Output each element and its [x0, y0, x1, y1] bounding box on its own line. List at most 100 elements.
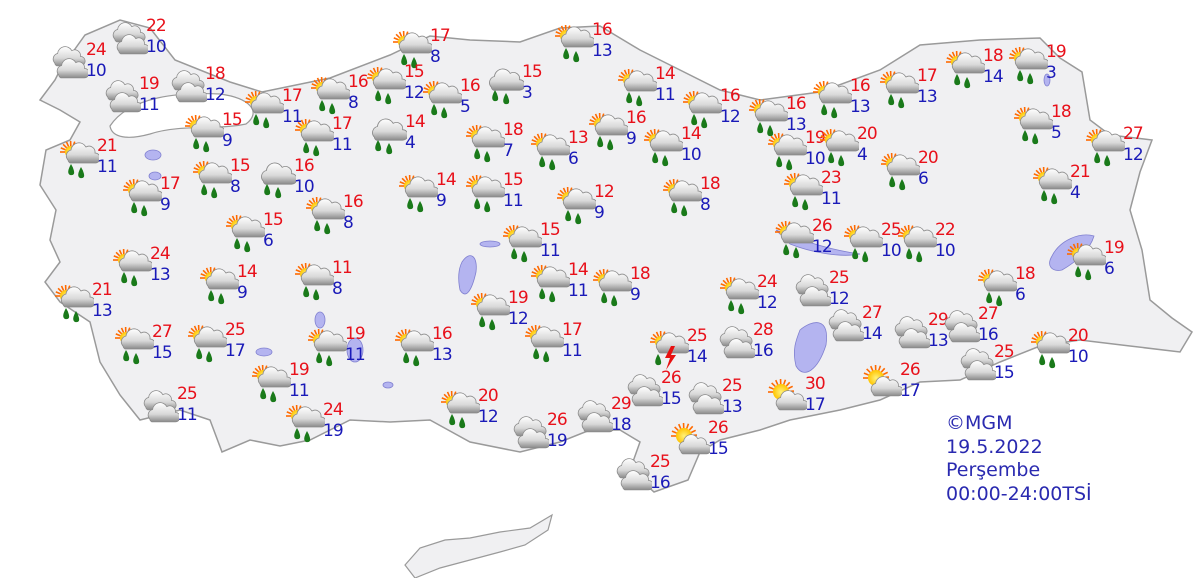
partly-cloudy-rain-icon — [295, 118, 334, 157]
station-forecast: 27 15 — [114, 322, 194, 372]
cloudy-icon — [105, 80, 141, 113]
max-temperature: 14 — [237, 262, 258, 282]
max-temperature: 19 — [805, 128, 826, 148]
station-forecast: 27 16 — [940, 304, 1020, 354]
max-temperature: 16 — [720, 86, 741, 106]
min-temperature: 11 — [177, 405, 198, 425]
station-forecast: 17 11 — [524, 320, 604, 370]
min-temperature: 13 — [722, 397, 743, 417]
min-temperature: 10 — [146, 37, 167, 57]
max-temperature: 26 — [547, 410, 568, 430]
min-temperature: 8 — [343, 213, 354, 233]
max-temperature: 16 — [626, 108, 647, 128]
station-forecast: 18 8 — [662, 174, 742, 224]
cloudy-icon — [52, 46, 88, 79]
min-temperature: 7 — [503, 141, 514, 161]
min-temperature: 13 — [786, 115, 807, 135]
min-temperature: 10 — [805, 149, 826, 169]
min-temperature: 11 — [97, 157, 118, 177]
partly-cloudy-rain-icon — [1031, 330, 1070, 369]
station-forecast: 16 8 — [305, 192, 385, 242]
min-temperature: 9 — [436, 191, 447, 211]
partly-cloudy-rain-icon — [113, 248, 152, 287]
min-temperature: 10 — [1068, 347, 1089, 367]
min-temperature: 19 — [547, 431, 568, 451]
min-temperature: 9 — [630, 285, 641, 305]
station-forecast: 15 6 — [225, 210, 305, 260]
min-temperature: 15 — [152, 343, 173, 363]
min-temperature: 3 — [1046, 63, 1057, 83]
partly-cloudy-rain-icon — [946, 50, 985, 89]
min-temperature: 17 — [805, 395, 826, 415]
min-temperature: 17 — [225, 341, 246, 361]
cloudy-rain-icon — [261, 162, 296, 199]
station-forecast: 20 12 — [440, 386, 520, 436]
partly-cloudy-rain-icon — [1033, 166, 1072, 205]
station-forecast: 24 19 — [285, 400, 365, 450]
station-forecast: 16 13 — [748, 94, 828, 144]
max-temperature: 17 — [562, 320, 583, 340]
partly-cloudy-rain-icon — [775, 220, 814, 259]
partly-cloudy-rain-icon — [768, 132, 807, 171]
max-temperature: 18 — [630, 264, 651, 284]
min-temperature: 12 — [205, 85, 226, 105]
max-temperature: 14 — [655, 64, 676, 84]
min-temperature: 9 — [237, 283, 248, 303]
min-temperature: 10 — [294, 177, 315, 197]
min-temperature: 4 — [857, 145, 868, 165]
max-temperature: 19 — [289, 360, 310, 380]
station-forecast: 16 9 — [588, 108, 668, 158]
min-temperature: 8 — [430, 47, 441, 67]
station-forecast: 25 16 — [612, 452, 692, 502]
max-temperature: 26 — [812, 216, 833, 236]
map-info: ©MGM 19.5.2022 Perşembe 00:00-24:00TSİ — [946, 412, 1092, 506]
min-temperature: 11 — [503, 191, 524, 211]
partly-cloudy-rain-icon — [441, 390, 480, 429]
max-temperature: 20 — [857, 124, 878, 144]
station-forecast: 13 6 — [530, 128, 610, 178]
station-forecast: 18 6 — [977, 264, 1057, 314]
max-temperature: 15 — [263, 210, 284, 230]
min-temperature: 12 — [478, 407, 499, 427]
max-temperature: 22 — [146, 16, 167, 36]
min-temperature: 13 — [92, 301, 113, 321]
min-temperature: 17 — [900, 381, 921, 401]
station-forecast: 20 6 — [880, 148, 960, 198]
partly-cloudy-rain-icon — [295, 262, 334, 301]
partly-cloudy-rain-icon — [308, 328, 347, 367]
partly-cloudy-rain-icon — [813, 80, 852, 119]
max-temperature: 18 — [983, 46, 1004, 66]
station-forecast: 20 10 — [1030, 326, 1110, 376]
cloudy-icon — [171, 70, 207, 103]
max-temperature: 15 — [222, 110, 243, 130]
min-temperature: 8 — [348, 93, 359, 113]
max-temperature: 25 — [881, 220, 902, 240]
min-temperature: 4 — [405, 133, 416, 153]
max-temperature: 15 — [503, 170, 524, 190]
station-forecast: 25 11 — [139, 384, 219, 434]
partly-cloudy-rain-icon — [188, 324, 227, 363]
station-forecast: 17 9 — [122, 174, 202, 224]
max-temperature: 19 — [508, 288, 529, 308]
max-temperature: 16 — [348, 72, 369, 92]
min-temperature: 3 — [522, 83, 533, 103]
partly-cloudy-icon — [671, 422, 710, 455]
partly-cloudy-rain-icon — [784, 172, 823, 211]
station-forecast: 21 13 — [54, 280, 134, 330]
min-temperature: 11 — [345, 345, 366, 365]
max-temperature: 27 — [978, 304, 999, 324]
cloudy-icon — [960, 348, 996, 381]
partly-cloudy-rain-icon — [245, 90, 284, 129]
cloudy-icon — [112, 22, 148, 55]
partly-cloudy-rain-icon — [200, 266, 239, 305]
partly-cloudy-rain-icon — [683, 90, 722, 129]
max-temperature: 19 — [1104, 238, 1125, 258]
station-forecast: 22 10 — [108, 16, 188, 66]
min-temperature: 18 — [611, 415, 632, 435]
cloudy-rain-icon — [489, 68, 524, 105]
station-forecast: 15 3 — [484, 62, 564, 112]
cloudy-icon — [894, 316, 930, 349]
station-forecast: 18 7 — [465, 120, 545, 170]
max-temperature: 16 — [343, 192, 364, 212]
